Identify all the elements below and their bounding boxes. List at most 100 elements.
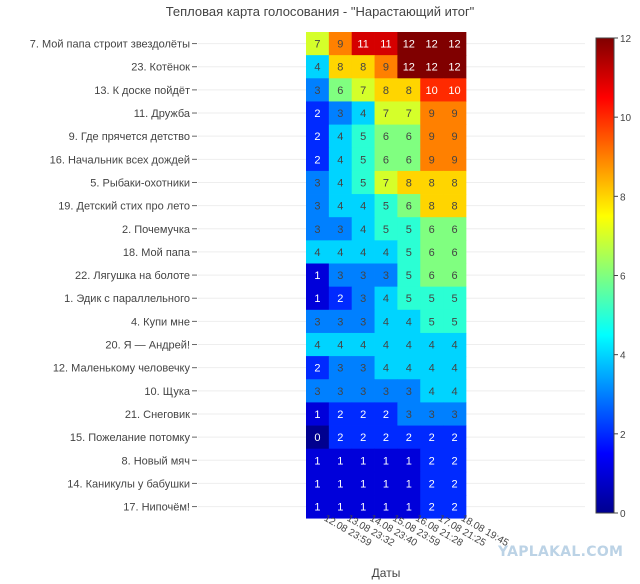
cell-value-label: 2 [406,432,412,444]
heatmap-cell [328,402,353,426]
cell-value-label: 3 [314,177,320,189]
cell-value-label: 3 [451,409,457,421]
heatmap-cell [351,402,375,426]
heatmap-cell [443,448,467,473]
cell-value-label: 3 [360,270,366,282]
heatmap-cell [306,356,330,380]
heatmap-cell [351,379,375,403]
cell-value-label: 3 [383,270,389,282]
cell-value-label: 4 [383,247,389,259]
heatmap-cell [443,32,467,56]
heatmap-cell [420,240,444,264]
cell-value-label: 7 [406,108,412,120]
colorbar-gradient [595,37,615,514]
cell-value-label: 12 [426,62,438,74]
cell-value-label: 5 [383,201,389,213]
cell-value-label: 9 [451,154,457,166]
cell-value-label: 1 [360,455,366,467]
cell-value-label: 2 [429,478,435,490]
cell-value-label: 2 [314,108,320,120]
cell-value-label: 4 [383,340,389,352]
cell-value-label: 2 [451,502,457,514]
cell-value-label: 2 [337,432,343,444]
cell-value-label: 2 [314,154,320,166]
cell-value-label: 6 [406,154,412,166]
colorbar-tick-label: 12 [620,34,632,45]
heatmap-cell [420,448,444,473]
colorbar-tick-label: 4 [620,351,626,362]
cell-value-label: 1 [406,502,412,514]
heatmap-cell [328,217,353,241]
heatmap-cell [328,194,353,218]
cell-value-label: 6 [451,270,457,282]
cell-value-label: 3 [314,201,320,213]
heatmap-cell [306,194,330,218]
cell-value-label: 2 [383,409,389,421]
heatmap-cell [420,32,444,56]
heatmap-cell [306,124,330,149]
y-tick-label: 1. Эдик с параллельного [64,293,190,305]
cell-value-label: 2 [451,455,457,467]
cell-value-label: 8 [360,62,366,74]
heatmap-cell [351,32,375,56]
heatmap-cell [328,379,353,403]
heatmap-cell [397,217,421,241]
cell-value-label: 4 [406,316,412,328]
heatmap-cell [351,217,375,241]
heatmap-cell [306,55,330,79]
heatmap-cell [397,402,421,426]
y-tick-label: 7. Мой папа строит звездолёты [30,39,190,51]
colorbar-tick-label: 2 [620,430,626,441]
heatmap-cell [374,240,398,264]
y-tick-label: 19. Детский стих про лето [58,201,190,213]
cell-value-label: 4 [406,363,412,375]
cell-value-label: 10 [448,85,460,97]
cell-value-label: 8 [451,177,457,189]
heatmap-cell [351,356,375,380]
heatmap-cell [306,379,330,403]
heatmap-cell [397,32,421,56]
cell-value-label: 8 [337,62,343,74]
cell-value-label: 5 [451,316,457,328]
heatmap-cell [306,425,330,450]
cell-value-label: 5 [429,293,435,305]
heatmap-cell [374,309,398,334]
heatmap-cell [328,124,353,149]
watermark: YAPLAKAL.COM [498,544,624,560]
heatmap-cell [374,124,398,149]
heatmap-cell [328,332,353,357]
heatmap-cell [374,217,398,241]
colorbar-tick-label: 10 [620,113,632,124]
cell-value-label: 3 [360,363,366,375]
cell-value-label: 1 [383,478,389,490]
cell-value-label: 9 [429,154,435,166]
heatmap-cell [328,101,353,125]
heatmap-cell [351,124,375,149]
heatmap-cell [306,332,330,357]
heatmap-cell [443,263,467,288]
cell-value-label: 6 [337,85,343,97]
heatmap-cell [443,286,467,311]
heatmap-cell [351,471,375,496]
cell-value-label: 4 [314,247,320,259]
cell-value-label: 3 [360,293,366,305]
heatmap-cell [328,32,353,56]
cell-value-label: 7 [314,39,320,51]
heatmap-cell [443,78,467,102]
cell-value-label: 4 [337,131,343,143]
cell-value-label: 4 [314,62,320,74]
cell-value-label: 4 [383,316,389,328]
cell-value-label: 1 [406,478,412,490]
cell-value-label: 2 [429,502,435,514]
heatmap-cell [420,309,444,334]
y-tick-label: 23. Котёнок [131,62,190,74]
heatmap-cell [328,147,353,172]
cell-value-label: 5 [406,293,412,305]
heatmap-cell [306,32,330,56]
heatmap-cell [443,379,467,403]
heatmap-cell [397,495,421,519]
heatmap-cell [328,263,353,288]
cell-value-label: 3 [337,108,343,120]
cell-value-label: 5 [360,131,366,143]
cell-value-label: 4 [383,293,389,305]
